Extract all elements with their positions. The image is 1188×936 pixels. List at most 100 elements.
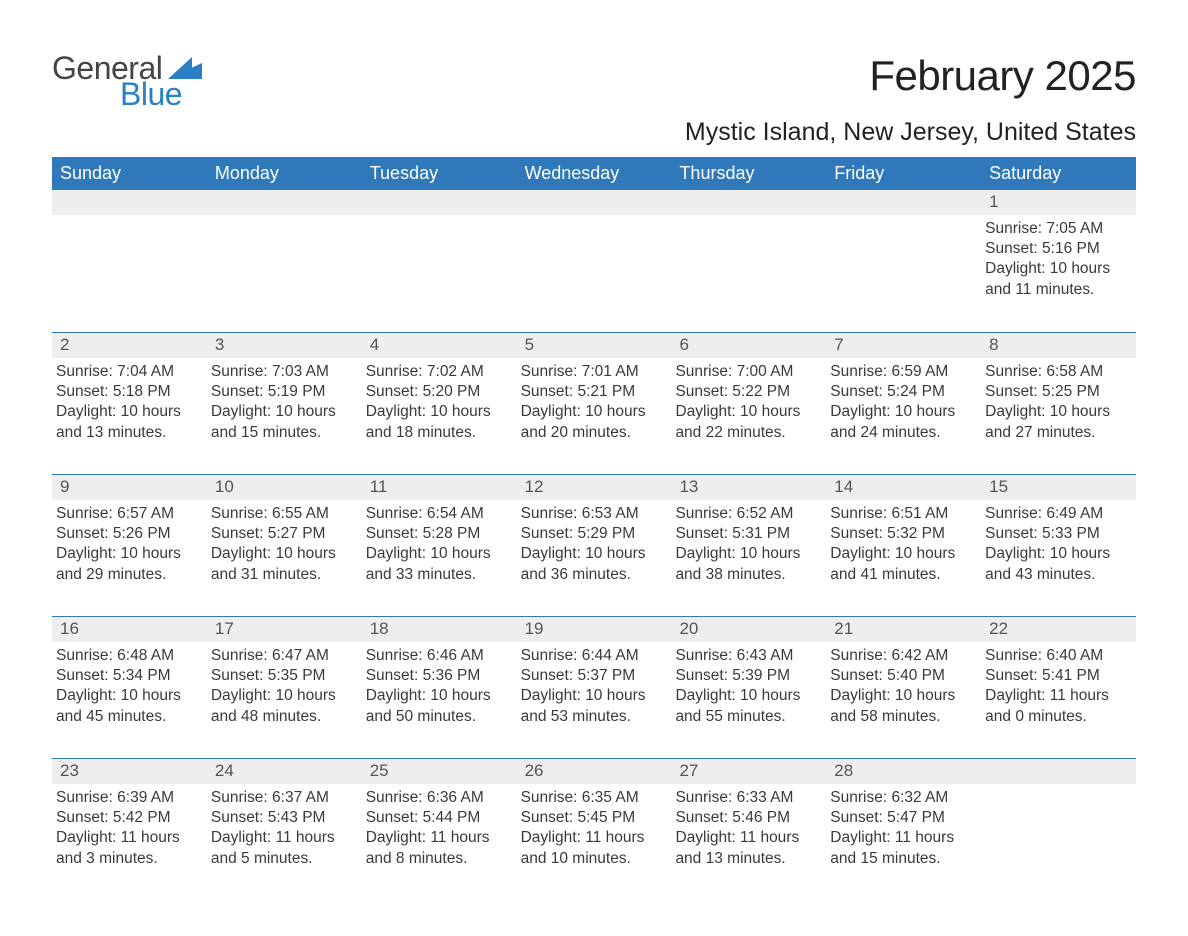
day-line: Sunrise: 6:43 AM [675,646,822,666]
day-body: Sunrise: 6:40 AMSunset: 5:41 PMDaylight:… [981,642,1136,731]
day-line: Sunrise: 6:57 AM [56,504,203,524]
title-block: February 2025 Mystic Island, New Jersey,… [685,52,1136,147]
day-line: Sunrise: 6:32 AM [830,788,977,808]
day-body: Sunrise: 7:03 AMSunset: 5:19 PMDaylight:… [207,358,362,447]
day-cell: 17Sunrise: 6:47 AMSunset: 5:35 PMDayligh… [207,617,362,754]
day-cell: 24Sunrise: 6:37 AMSunset: 5:43 PMDayligh… [207,759,362,896]
day-line: Daylight: 10 hours and 24 minutes. [830,402,977,442]
day-body: Sunrise: 6:54 AMSunset: 5:28 PMDaylight:… [362,500,517,589]
day-cell: 23Sunrise: 6:39 AMSunset: 5:42 PMDayligh… [52,759,207,896]
day-body: Sunrise: 6:58 AMSunset: 5:25 PMDaylight:… [981,358,1136,447]
day-body: Sunrise: 6:32 AMSunset: 5:47 PMDaylight:… [826,784,981,873]
day-body [671,215,826,223]
day-body: Sunrise: 6:59 AMSunset: 5:24 PMDaylight:… [826,358,981,447]
day-line: Sunset: 5:44 PM [366,808,513,828]
day-cell: 7Sunrise: 6:59 AMSunset: 5:24 PMDaylight… [826,333,981,470]
day-body: Sunrise: 6:49 AMSunset: 5:33 PMDaylight:… [981,500,1136,589]
day-line: Daylight: 10 hours and 29 minutes. [56,544,203,584]
day-body: Sunrise: 7:04 AMSunset: 5:18 PMDaylight:… [52,358,207,447]
day-number: 26 [517,759,672,784]
day-body: Sunrise: 6:55 AMSunset: 5:27 PMDaylight:… [207,500,362,589]
day-body: Sunrise: 6:37 AMSunset: 5:43 PMDaylight:… [207,784,362,873]
dayname-cell: Thursday [671,157,826,190]
day-line: Sunset: 5:46 PM [675,808,822,828]
logo: General Blue [52,52,202,110]
day-line: Sunset: 5:21 PM [521,382,668,402]
day-cell [52,190,207,328]
dayname-cell: Tuesday [362,157,517,190]
day-number: 18 [362,617,517,642]
day-number: 21 [826,617,981,642]
day-body [362,215,517,223]
day-line: Sunset: 5:41 PM [985,666,1132,686]
day-body: Sunrise: 6:44 AMSunset: 5:37 PMDaylight:… [517,642,672,731]
day-cell: 28Sunrise: 6:32 AMSunset: 5:47 PMDayligh… [826,759,981,896]
day-cell: 12Sunrise: 6:53 AMSunset: 5:29 PMDayligh… [517,475,672,612]
week-row: 9Sunrise: 6:57 AMSunset: 5:26 PMDaylight… [52,474,1136,612]
day-line: Sunset: 5:45 PM [521,808,668,828]
day-line: Sunrise: 6:53 AM [521,504,668,524]
day-line: Daylight: 10 hours and 43 minutes. [985,544,1132,584]
day-line: Sunrise: 6:47 AM [211,646,358,666]
day-number: 9 [52,475,207,500]
day-line: Sunset: 5:32 PM [830,524,977,544]
day-body: Sunrise: 6:42 AMSunset: 5:40 PMDaylight:… [826,642,981,731]
day-line: Sunset: 5:25 PM [985,382,1132,402]
day-number: 5 [517,333,672,358]
day-cell: 10Sunrise: 6:55 AMSunset: 5:27 PMDayligh… [207,475,362,612]
day-number: 3 [207,333,362,358]
day-line: Sunset: 5:47 PM [830,808,977,828]
day-cell [981,759,1136,896]
day-line: Sunset: 5:36 PM [366,666,513,686]
day-cell: 4Sunrise: 7:02 AMSunset: 5:20 PMDaylight… [362,333,517,470]
day-body: Sunrise: 6:48 AMSunset: 5:34 PMDaylight:… [52,642,207,731]
day-line: Daylight: 10 hours and 55 minutes. [675,686,822,726]
day-number: 27 [671,759,826,784]
day-body: Sunrise: 6:33 AMSunset: 5:46 PMDaylight:… [671,784,826,873]
month-title: February 2025 [685,52,1136,100]
day-line: Sunrise: 7:01 AM [521,362,668,382]
day-body: Sunrise: 7:02 AMSunset: 5:20 PMDaylight:… [362,358,517,447]
day-line: Daylight: 10 hours and 48 minutes. [211,686,358,726]
day-number: 7 [826,333,981,358]
day-cell: 26Sunrise: 6:35 AMSunset: 5:45 PMDayligh… [517,759,672,896]
day-body: Sunrise: 6:51 AMSunset: 5:32 PMDaylight:… [826,500,981,589]
day-number [207,190,362,215]
day-cell: 16Sunrise: 6:48 AMSunset: 5:34 PMDayligh… [52,617,207,754]
day-line: Sunrise: 7:05 AM [985,219,1132,239]
day-line: Sunrise: 6:59 AM [830,362,977,382]
day-line: Sunrise: 7:02 AM [366,362,513,382]
day-number: 16 [52,617,207,642]
day-body: Sunrise: 6:35 AMSunset: 5:45 PMDaylight:… [517,784,672,873]
weeks-container: 1Sunrise: 7:05 AMSunset: 5:16 PMDaylight… [52,190,1136,896]
day-number [671,190,826,215]
day-cell [517,190,672,328]
day-body: Sunrise: 6:39 AMSunset: 5:42 PMDaylight:… [52,784,207,873]
day-number [52,190,207,215]
day-line: Daylight: 10 hours and 18 minutes. [366,402,513,442]
day-cell: 25Sunrise: 6:36 AMSunset: 5:44 PMDayligh… [362,759,517,896]
day-number: 25 [362,759,517,784]
day-cell: 6Sunrise: 7:00 AMSunset: 5:22 PMDaylight… [671,333,826,470]
day-line: Sunrise: 6:40 AM [985,646,1132,666]
day-line: Daylight: 11 hours and 5 minutes. [211,828,358,868]
week-row: 16Sunrise: 6:48 AMSunset: 5:34 PMDayligh… [52,616,1136,754]
day-line: Sunrise: 7:00 AM [675,362,822,382]
day-number: 13 [671,475,826,500]
day-line: Sunset: 5:40 PM [830,666,977,686]
day-cell: 9Sunrise: 6:57 AMSunset: 5:26 PMDaylight… [52,475,207,612]
day-body [52,215,207,223]
dayname-cell: Sunday [52,157,207,190]
day-line: Sunrise: 6:51 AM [830,504,977,524]
day-line: Daylight: 10 hours and 31 minutes. [211,544,358,584]
day-line: Sunset: 5:42 PM [56,808,203,828]
day-line: Daylight: 11 hours and 15 minutes. [830,828,977,868]
day-number: 1 [981,190,1136,215]
day-line: Daylight: 11 hours and 3 minutes. [56,828,203,868]
week-row: 2Sunrise: 7:04 AMSunset: 5:18 PMDaylight… [52,332,1136,470]
day-body [981,784,1136,792]
dayname-cell: Monday [207,157,362,190]
location-label: Mystic Island, New Jersey, United States [685,118,1136,147]
day-line: Sunset: 5:19 PM [211,382,358,402]
day-line: Sunrise: 6:48 AM [56,646,203,666]
